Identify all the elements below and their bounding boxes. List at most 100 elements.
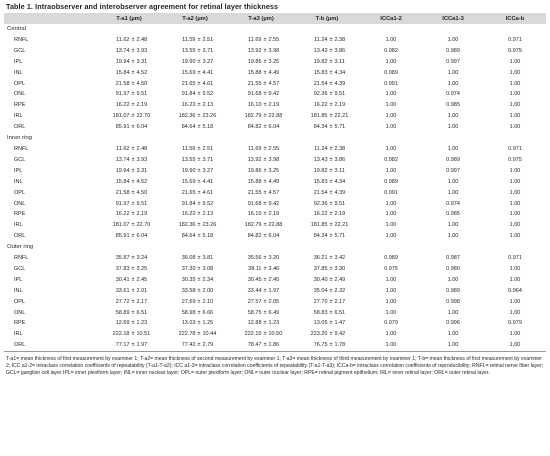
- icc-value: 0.971: [508, 145, 522, 152]
- mean-value: 30.41: [115, 276, 130, 283]
- thickness-cell: 15.84 ±4.52: [96, 68, 162, 79]
- sd-value: 3.71: [202, 156, 214, 163]
- thickness-cell: 33.58 ±2.00: [162, 286, 228, 297]
- mean-value: 182.36: [178, 113, 196, 120]
- icc-value: 1.00: [509, 91, 521, 98]
- sd-value: 3.86: [334, 47, 346, 54]
- plus-minus-sign: ±: [131, 276, 135, 283]
- icc-value: 1.00: [509, 222, 521, 229]
- sd-value: 1.23: [268, 320, 280, 327]
- icc-value: 1.00: [509, 102, 521, 109]
- document: Table 1. Intraobserver and interobserver…: [4, 2, 546, 377]
- layer-label: RPE: [14, 320, 26, 327]
- thickness-cell: 222.10 ±10.50: [228, 329, 294, 340]
- sd-value: 4.34: [334, 178, 346, 185]
- table-footnote: T-a1= mean thickness of first measuremen…: [6, 356, 544, 376]
- plus-minus-sign: ±: [197, 309, 201, 316]
- table-row: IPL 19.94 ±3.31 19.90 ±3.27 19.86 ±3.25 19.82 ±3…: [4, 166, 546, 177]
- sd-value: 4.57: [268, 189, 280, 196]
- icc-value: 0.979: [384, 320, 398, 327]
- sd-value: 6.51: [334, 309, 346, 316]
- icc-value: 1.00: [385, 102, 397, 109]
- sd-value: 22.21: [334, 113, 349, 120]
- icc-value: 1.00: [509, 276, 521, 283]
- mean-value: 38.11: [248, 265, 262, 272]
- sd-value: 2.38: [334, 145, 346, 152]
- sd-value: 2.05: [268, 298, 280, 305]
- sd-value: 2.51: [202, 145, 214, 152]
- icc-value: 1.00: [385, 331, 397, 338]
- mean-value: 222.10: [244, 331, 262, 338]
- section-label: Outer ring: [7, 244, 34, 251]
- sd-value: 9.42: [334, 331, 346, 338]
- mean-value: 91.84: [181, 91, 196, 98]
- sd-value: 2.38: [334, 36, 346, 43]
- thickness-cell: 37.85 ±3.30: [294, 264, 360, 275]
- thickness-cell: 27.57 ±2.05: [228, 297, 294, 308]
- icc-value: 1.00: [447, 309, 459, 316]
- plus-minus-sign: ±: [329, 233, 333, 240]
- icc-value: 1.00: [509, 58, 521, 65]
- thickness-cell: 77.17 ±1.97: [96, 340, 162, 353]
- mean-value: 19.90: [181, 167, 196, 174]
- plus-minus-sign: ±: [263, 58, 267, 65]
- mean-value: 35.87: [115, 255, 130, 262]
- plus-minus-sign: ±: [197, 167, 201, 174]
- sd-value: 2.32: [334, 287, 346, 294]
- sd-value: 10.44: [202, 331, 217, 338]
- section-row: Central: [4, 24, 546, 35]
- thickness-cell: 16.22 ±2.19: [294, 100, 360, 111]
- sd-value: 6.04: [136, 124, 148, 131]
- thickness-cell: 30.35 ±2.34: [162, 275, 228, 286]
- plus-minus-sign: ±: [263, 145, 267, 152]
- thickness-cell: 13.92 ±3.98: [228, 155, 294, 166]
- thickness-cell: 19.86 ±3.25: [228, 57, 294, 68]
- section-row: Inner ring: [4, 133, 546, 144]
- icc-value: 0.974: [446, 91, 460, 98]
- plus-minus-sign: ±: [197, 91, 201, 98]
- sd-value: 2.19: [268, 102, 280, 109]
- sd-value: 3.30: [334, 265, 346, 272]
- table-row: RPE 16.22 ±2.19 16.22 ±2.13 16.10 ±2.19 16.22 ±2…: [4, 100, 546, 111]
- layer-label: OPL: [14, 80, 26, 87]
- thickness-cell: 36.08 ±3.81: [162, 253, 228, 264]
- sd-value: 4.49: [268, 69, 280, 76]
- plus-minus-sign: ±: [329, 331, 333, 338]
- thickness-cell: 222.18 ±10.51: [96, 329, 162, 340]
- sd-value: 9.42: [268, 91, 280, 98]
- plus-minus-sign: ±: [131, 47, 135, 54]
- icc-value: 0.989: [446, 47, 460, 54]
- mean-value: 181.07: [112, 222, 130, 229]
- plus-minus-sign: ±: [197, 124, 201, 131]
- table-row: RNFL 11.62 ±2.48 11.59 ±2.51 11.69 ±2.55 11.24 ±…: [4, 35, 546, 46]
- icc-value: 1.00: [385, 36, 397, 43]
- sd-value: 2.79: [202, 342, 214, 349]
- layer-label: RNFL: [14, 255, 29, 262]
- mean-value: 91.97: [115, 91, 130, 98]
- sd-value: 2.17: [334, 298, 346, 305]
- mean-value: 11.62: [116, 145, 130, 152]
- plus-minus-sign: ±: [131, 124, 135, 131]
- icc-value: 1.00: [509, 233, 521, 240]
- layer-label: INL: [14, 69, 23, 76]
- thickness-cell: 33.44 ±1.97: [228, 286, 294, 297]
- icc-value: 1.00: [484, 340, 546, 353]
- thickness-cell: 16.22 ±2.19: [294, 209, 360, 220]
- icc-value: 1.00: [509, 124, 521, 131]
- table-row: GCL 13.74 ±3.93 13.55 ±3.71 13.92 ±3.98 13.43 ±3…: [4, 155, 546, 166]
- plus-minus-sign: ±: [263, 320, 267, 327]
- icc-value: 1.00: [509, 80, 521, 87]
- icc-value: 1.00: [509, 178, 521, 185]
- mean-value: 11.69: [248, 145, 262, 152]
- icc-value: 0.997: [446, 58, 460, 65]
- sd-value: 5.18: [202, 233, 214, 240]
- mean-value: 33.58: [181, 287, 196, 294]
- sd-value: 3.11: [334, 58, 345, 65]
- icc-value: 1.00: [385, 298, 397, 305]
- mean-value: 15.84: [115, 69, 130, 76]
- mean-value: 16.22: [313, 211, 328, 218]
- plus-minus-sign: ±: [197, 255, 201, 262]
- mean-value: 85.91: [115, 233, 130, 240]
- layer-label: OPL: [14, 298, 26, 305]
- mean-value: 91.68: [247, 91, 262, 98]
